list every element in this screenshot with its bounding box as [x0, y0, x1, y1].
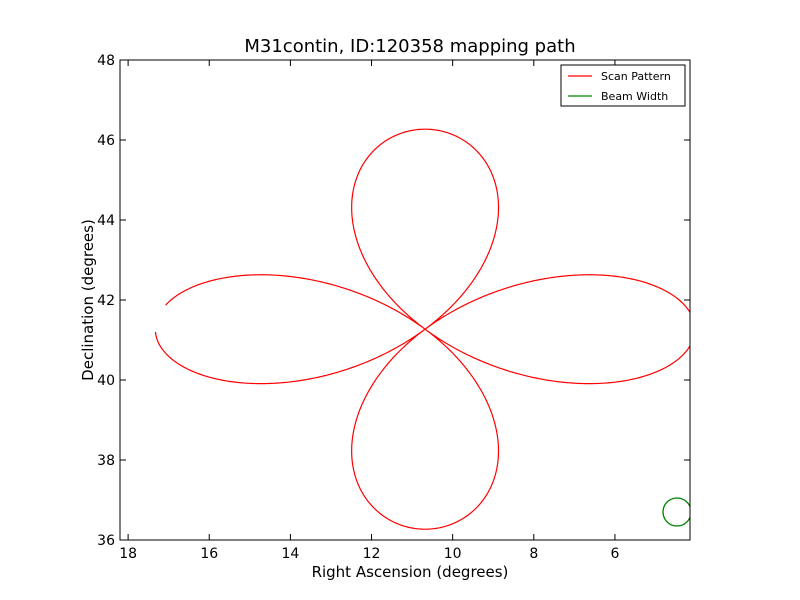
- legend-box: [560, 64, 686, 107]
- beam-width-circle: [662, 497, 690, 527]
- plot-layer: [154, 128, 690, 530]
- y-axis: 36 38 40 42 44 46 48: [97, 53, 690, 549]
- x-tick-label: 8: [529, 546, 538, 562]
- x-tick-label: 16: [200, 546, 218, 562]
- x-tick-label: 18: [119, 546, 137, 562]
- y-axis-label: Declination (degrees): [79, 219, 97, 381]
- y-tick-label: 46: [97, 133, 115, 149]
- y-tick-label: 40: [97, 373, 115, 389]
- axes-frame: [119, 59, 691, 541]
- y-tick-label: 48: [97, 53, 115, 69]
- x-tick-label: 6: [610, 546, 619, 562]
- x-tick-label: 10: [444, 546, 462, 562]
- x-tick-label: 14: [281, 546, 299, 562]
- x-axis-label: Right Ascension (degrees): [312, 563, 509, 581]
- scan-pattern-line: [154, 128, 690, 530]
- y-tick-label: 44: [97, 213, 115, 229]
- legend-label-scan-pattern: Scan Pattern: [601, 70, 671, 83]
- legend: Scan Pattern Beam Width: [560, 64, 686, 107]
- legend-label-beam-width: Beam Width: [601, 90, 668, 103]
- x-tick-label: 12: [363, 546, 381, 562]
- y-tick-label: 36: [97, 533, 115, 549]
- x-axis: 18 16 14 12 10 8 6: [119, 60, 619, 562]
- chart-title: M31contin, ID:120358 mapping path: [244, 36, 575, 57]
- y-tick-label: 38: [97, 453, 115, 469]
- y-tick-label: 42: [97, 293, 115, 309]
